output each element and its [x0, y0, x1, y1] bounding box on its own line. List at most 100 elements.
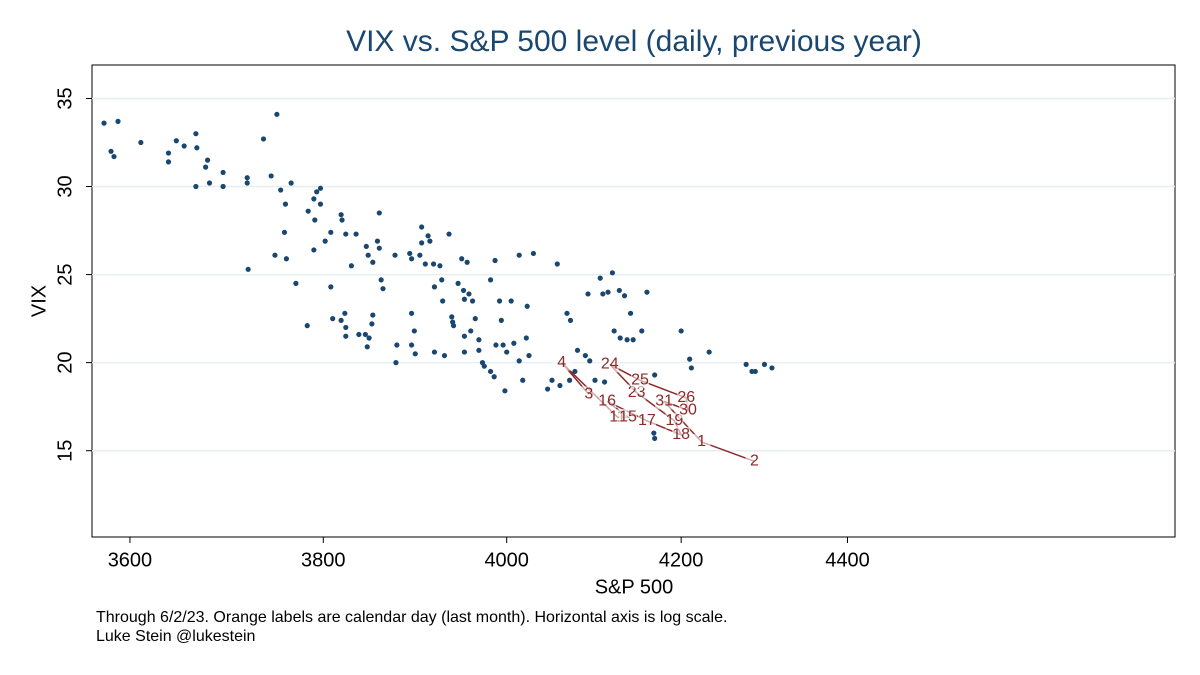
point — [564, 310, 570, 316]
point — [544, 386, 551, 392]
point — [115, 118, 121, 124]
label-bg — [579, 386, 598, 403]
point — [491, 374, 497, 380]
point — [193, 131, 199, 137]
point — [311, 196, 317, 202]
point — [392, 252, 398, 258]
point — [743, 361, 749, 368]
point — [376, 210, 382, 216]
point — [408, 342, 415, 348]
y-tick-label: 15 — [54, 440, 76, 462]
point — [204, 157, 211, 163]
point — [272, 252, 278, 258]
point — [687, 356, 693, 362]
point — [362, 331, 368, 338]
chart-title: VIX vs. S&P 500 level (daily, previous y… — [346, 25, 922, 58]
point — [627, 310, 634, 316]
label-bg — [655, 393, 674, 410]
point — [624, 337, 630, 343]
point — [339, 217, 345, 223]
day-label: 4 — [557, 354, 566, 371]
point — [585, 291, 591, 297]
point — [461, 349, 468, 355]
label-bg — [552, 354, 571, 371]
point — [417, 252, 423, 258]
point — [592, 377, 598, 383]
point — [567, 377, 573, 383]
point — [260, 136, 267, 142]
point — [412, 351, 418, 357]
point — [481, 363, 487, 369]
point — [611, 328, 617, 334]
point — [378, 277, 384, 283]
point — [554, 261, 560, 267]
point — [193, 183, 199, 190]
point — [328, 284, 334, 290]
point — [376, 245, 382, 251]
point — [317, 201, 324, 207]
point — [508, 298, 514, 304]
point — [567, 317, 574, 323]
point — [419, 240, 425, 246]
point — [549, 377, 555, 383]
point — [181, 143, 187, 149]
point — [769, 365, 775, 371]
point — [422, 261, 428, 267]
point — [304, 323, 310, 329]
point — [411, 328, 417, 334]
label-bg — [692, 433, 711, 450]
point — [449, 314, 455, 320]
point — [203, 164, 209, 170]
point — [282, 201, 289, 207]
label-bg — [677, 389, 696, 406]
point — [526, 352, 532, 359]
day-label: 18 — [672, 426, 690, 443]
point — [430, 261, 437, 267]
y-tick-label: 25 — [54, 263, 76, 285]
point — [455, 280, 461, 286]
point — [394, 342, 400, 348]
label-bg — [637, 412, 656, 429]
point — [516, 252, 522, 258]
point — [600, 291, 606, 297]
day-label: 26 — [677, 389, 695, 406]
point — [356, 331, 362, 338]
point — [476, 347, 482, 353]
point — [312, 217, 318, 223]
point — [425, 233, 431, 239]
point — [472, 316, 478, 322]
point — [530, 250, 537, 257]
y-tick-label: 35 — [54, 87, 76, 109]
point — [338, 317, 344, 323]
point — [244, 175, 250, 181]
day-label: 31 — [655, 393, 673, 410]
point — [348, 263, 355, 269]
point — [407, 250, 413, 257]
point — [493, 342, 499, 348]
point — [441, 352, 448, 359]
point — [678, 328, 684, 334]
point — [616, 287, 622, 294]
point — [419, 224, 425, 230]
point — [630, 337, 636, 343]
day-label: 2 — [750, 452, 759, 469]
point — [464, 259, 470, 265]
x-tick-label: 4400 — [825, 549, 870, 571]
point — [342, 310, 348, 316]
x-axis-label: S&P 500 — [595, 576, 674, 598]
point — [370, 312, 376, 318]
y-tick-label: 30 — [54, 175, 76, 197]
day-label: 3 — [584, 386, 593, 403]
point — [466, 291, 472, 297]
label-bg — [665, 412, 684, 429]
point — [364, 344, 370, 350]
point — [393, 360, 399, 366]
point — [220, 183, 226, 190]
day-label: 24 — [601, 356, 619, 373]
point — [408, 310, 415, 316]
day-label: 1 — [697, 433, 706, 450]
point — [363, 243, 369, 250]
point — [317, 185, 324, 191]
point — [502, 388, 508, 394]
point — [639, 328, 645, 334]
